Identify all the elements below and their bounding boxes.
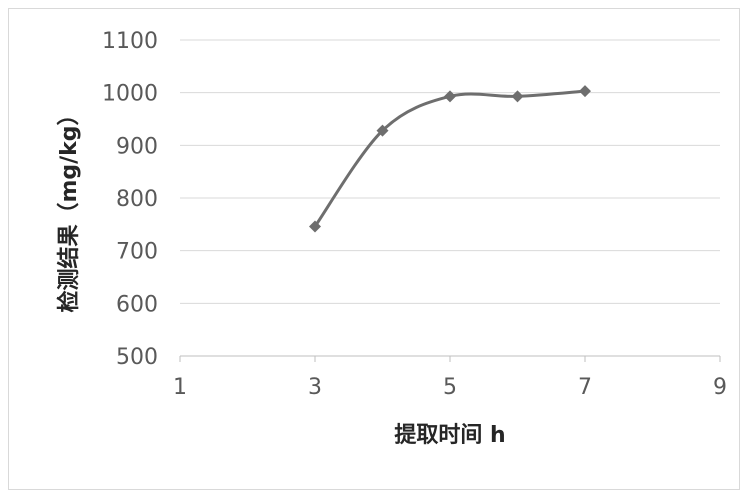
y-tick-label: 700 — [116, 240, 158, 265]
y-tick-label: 1100 — [102, 29, 158, 54]
x-tick-label: 9 — [713, 375, 727, 400]
x-tick-label: 3 — [308, 375, 322, 400]
chart-frame — [8, 8, 740, 490]
y-tick-labels: 500 600 700 800 900 1000 1100 — [102, 29, 158, 370]
x-tick-label: 1 — [173, 375, 187, 400]
gridlines — [180, 39, 720, 357]
x-tick-label: 5 — [443, 375, 457, 400]
x-tick-labels: 1 3 5 7 9 — [173, 356, 727, 400]
data-point-marker — [511, 90, 524, 103]
x-tick-label: 7 — [578, 375, 592, 400]
y-tick-label: 800 — [116, 187, 158, 212]
data-point-marker — [579, 85, 591, 98]
series-line — [313, 89, 587, 228]
y-tick-label: 900 — [116, 134, 158, 159]
data-series — [309, 85, 591, 233]
y-tick-label: 500 — [116, 345, 158, 370]
data-point-marker — [309, 220, 321, 233]
y-tick-label: 600 — [116, 292, 158, 317]
x-axis-title: 提取时间 h — [394, 422, 505, 448]
data-point-marker — [444, 90, 456, 103]
y-tick-label: 1000 — [102, 82, 158, 107]
y-axis-title: 检测结果（mg/kg） — [56, 103, 82, 312]
data-point-marker — [376, 124, 389, 137]
